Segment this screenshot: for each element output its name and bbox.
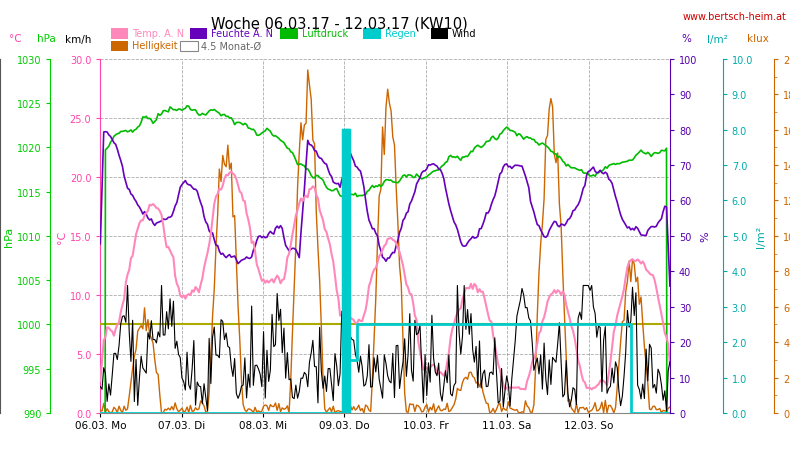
Text: Feuchte A. N: Feuchte A. N: [211, 29, 273, 39]
Text: Woche 06.03.17 - 12.03.17 (KW10): Woche 06.03.17 - 12.03.17 (KW10): [212, 16, 468, 31]
Y-axis label: %: %: [700, 231, 710, 242]
Text: 4.5 Monat-Ø: 4.5 Monat-Ø: [201, 41, 261, 51]
Text: %: %: [681, 34, 690, 45]
Text: Luftdruck: Luftdruck: [302, 29, 348, 39]
Text: www.bertsch-heim.at: www.bertsch-heim.at: [683, 11, 786, 22]
Y-axis label: l/m²: l/m²: [756, 225, 766, 247]
Text: hPa: hPa: [37, 34, 56, 45]
Y-axis label: °C: °C: [57, 230, 67, 243]
Text: Regen: Regen: [385, 29, 416, 39]
Text: Helligkeit: Helligkeit: [132, 41, 178, 51]
Text: l/m²: l/m²: [707, 34, 728, 45]
Y-axis label: hPa: hPa: [4, 226, 13, 246]
Text: °C: °C: [9, 34, 22, 45]
Text: Wind: Wind: [452, 29, 476, 39]
Text: Temp. A. N: Temp. A. N: [132, 29, 184, 39]
Text: klux: klux: [747, 34, 769, 45]
Text: km/h: km/h: [65, 34, 91, 45]
